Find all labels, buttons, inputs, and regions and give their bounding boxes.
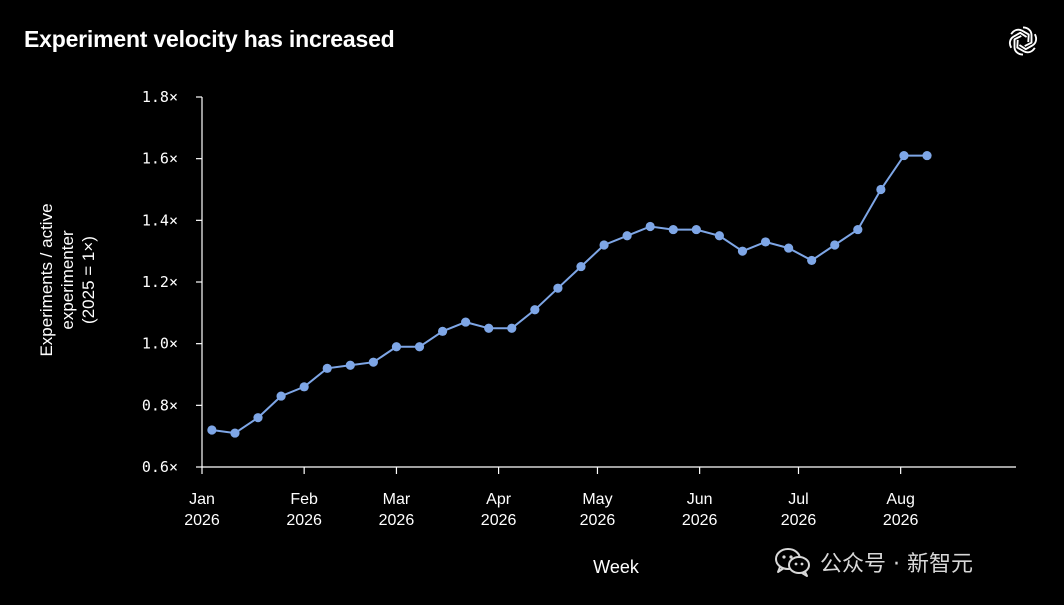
data-point — [830, 240, 840, 250]
data-point — [507, 323, 517, 333]
x-tick-label: 2026 — [682, 512, 718, 529]
wechat-icon — [775, 548, 810, 577]
data-point — [599, 240, 609, 250]
x-tick-label: 2026 — [781, 512, 817, 529]
y-tick-label: 1.4× — [142, 211, 178, 229]
x-tick-label: May — [582, 491, 612, 508]
x-tick-label: 2026 — [379, 512, 415, 529]
x-tick-label: 2026 — [883, 512, 919, 529]
data-point — [207, 425, 217, 435]
chart-title: Experiment velocity has increased — [24, 26, 395, 52]
data-point — [807, 255, 817, 266]
data-point — [714, 231, 725, 241]
data-point — [876, 184, 886, 195]
data-point — [691, 224, 701, 235]
watermark: 公众号 · 新智元 — [774, 546, 973, 578]
data-point — [784, 243, 794, 253]
data-point — [345, 360, 355, 370]
y-tick-label: 1.8× — [142, 88, 178, 106]
data-point — [391, 342, 402, 352]
data-point — [576, 261, 586, 272]
x-tick-label: Jul — [788, 491, 808, 508]
data-point — [484, 323, 494, 333]
x-tick-label: 2026 — [184, 512, 220, 529]
x-tick-label: Aug — [886, 491, 914, 508]
x-tick-label: Mar — [383, 491, 411, 508]
data-point — [668, 224, 678, 235]
watermark-text: 公众号 · 新智元 — [820, 552, 973, 577]
data-point — [922, 150, 932, 161]
data-point — [322, 363, 332, 373]
y-tick-label: 0.6× — [142, 458, 178, 476]
data-point — [645, 221, 655, 232]
x-axis-label: Week — [593, 557, 639, 577]
data-point — [737, 246, 748, 256]
series-line — [211, 154, 927, 435]
data-point — [253, 413, 263, 423]
openai-logo-icon — [1006, 25, 1040, 57]
data-point — [299, 382, 309, 392]
data-point — [414, 342, 425, 352]
data-point — [622, 231, 632, 241]
x-tick-label: Feb — [290, 491, 318, 508]
data-point — [553, 283, 563, 293]
data-point — [461, 317, 471, 327]
x-tick-label: 2026 — [481, 512, 517, 529]
data-point — [276, 391, 286, 401]
data-point — [437, 326, 448, 336]
data-point — [899, 150, 909, 161]
x-tick-label: Apr — [486, 491, 512, 508]
x-tick-label: 2026 — [286, 512, 322, 529]
y-tick-label: 0.8× — [142, 396, 178, 414]
data-point — [760, 237, 771, 247]
x-tick-label: Jan — [189, 491, 215, 508]
data-point — [530, 305, 540, 315]
y-tick-label: 1.0× — [142, 335, 178, 353]
y-tick-label: 1.2× — [142, 273, 178, 291]
x-tick-label: Jun — [687, 491, 713, 508]
data-point — [230, 428, 240, 438]
x-tick-label: 2026 — [580, 512, 616, 529]
data-point — [853, 224, 863, 235]
data-point — [368, 357, 378, 367]
y-tick-label: 1.6× — [142, 150, 178, 168]
